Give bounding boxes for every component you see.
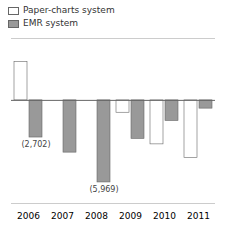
svg-text:2009: 2009 xyxy=(119,211,142,221)
svg-text:2007: 2007 xyxy=(51,211,74,221)
html-text:EMR system: EMR system xyxy=(23,18,79,28)
svg-text:2010: 2010 xyxy=(153,211,176,221)
svg-text:2006: 2006 xyxy=(17,211,40,221)
svg-text:2008: 2008 xyxy=(85,211,108,221)
svg-text:(5,969): (5,969) xyxy=(89,185,118,194)
svg-text:2011: 2011 xyxy=(187,211,210,221)
html-text:Paper-charts system: Paper-charts system xyxy=(23,5,115,15)
svg-text:(2,702): (2,702) xyxy=(21,140,50,149)
